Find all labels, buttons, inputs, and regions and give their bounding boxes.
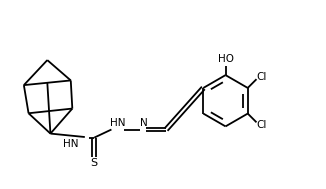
Text: Cl: Cl [256,72,266,82]
Text: Cl: Cl [256,120,266,130]
Text: HN: HN [110,118,126,128]
Text: HO: HO [217,54,233,64]
Text: S: S [91,158,98,168]
Text: HN: HN [63,139,79,149]
Text: N: N [141,118,148,128]
